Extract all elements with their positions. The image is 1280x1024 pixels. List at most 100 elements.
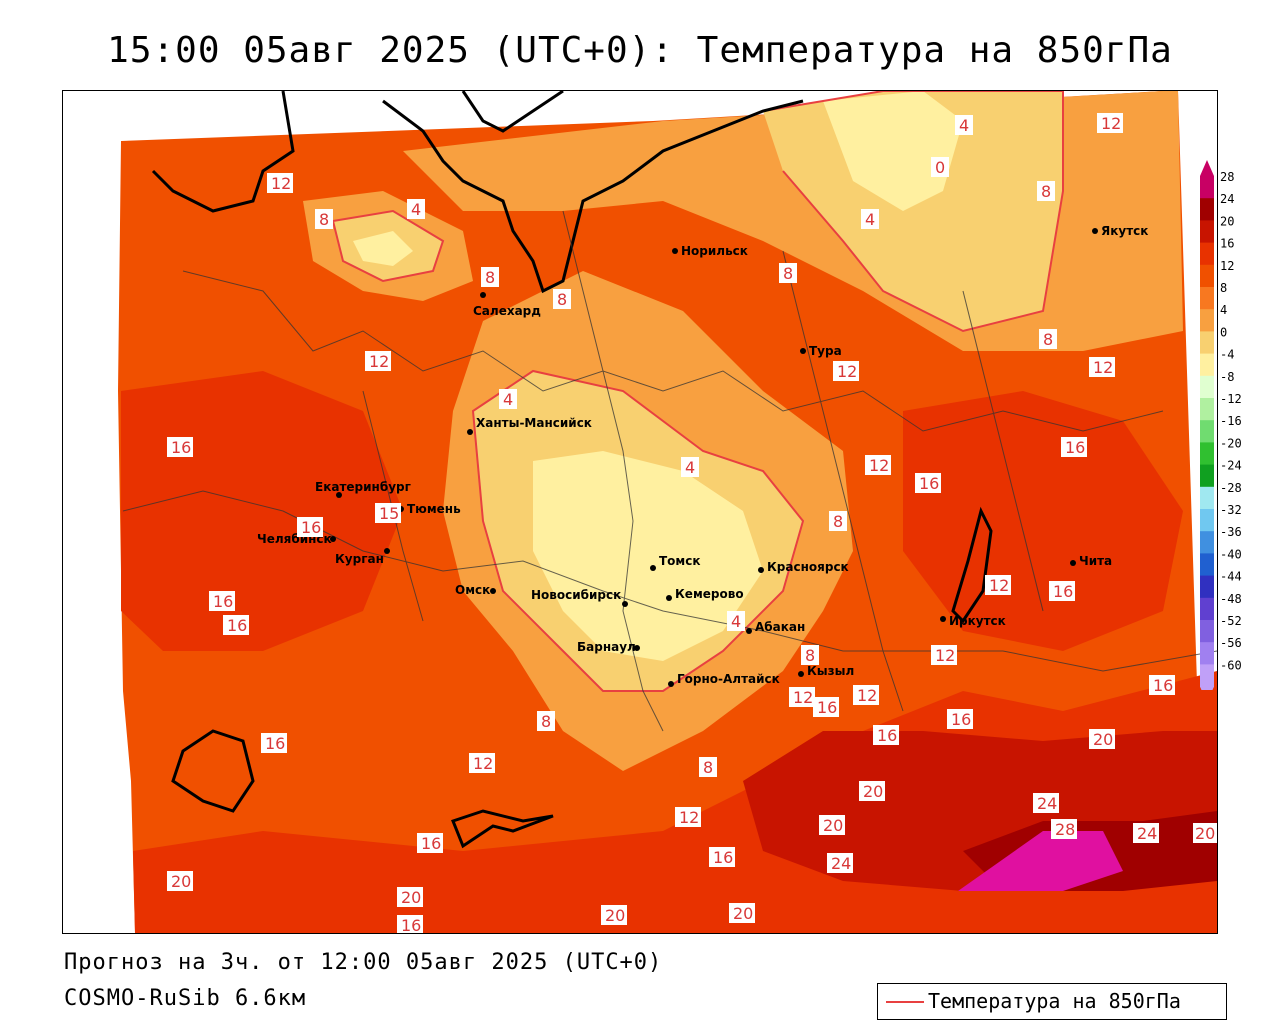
colorbar-swatch [1200,509,1214,532]
colorbar-tick-label: -52 [1220,614,1242,628]
label-bg [861,209,879,229]
colorbar-tick-label: -44 [1220,570,1242,584]
contour-label: 16 [951,710,971,729]
colorbar-tick-label: 12 [1220,259,1234,273]
contour-label: 15 [379,504,399,523]
colorbar-tick-label: -40 [1220,547,1242,561]
contour-label: 16 [877,726,897,745]
colorbar-swatch [1200,220,1214,244]
colorbar-swatch [1200,176,1214,199]
colorbar-tick-label: 24 [1220,192,1234,206]
contour-label: 4 [865,210,875,229]
contour-label: 4 [959,116,969,135]
colorbar-swatch [1200,464,1214,488]
contour-label: 16 [713,848,733,867]
city-tura: Тура [809,344,842,358]
contour-label: 4 [503,390,513,409]
colorbar-swatch [1200,664,1214,688]
colorbar-tick-label: 4 [1220,303,1227,317]
colorbar-swatch [1200,575,1214,599]
contour-label: 16 [1065,438,1085,457]
colorbar-tick-label: -36 [1220,525,1242,539]
model-name: COSMO-RuSib 6.6км [64,986,307,1011]
label-bg [553,289,571,309]
contour-label: 8 [1043,330,1053,349]
temperature-map: Норильск Якутск Салехард Тура Ханты-Манс… [118,91,1217,933]
city-omsk: Омск [455,583,490,597]
colorbar-tick-label: 0 [1220,325,1227,339]
label-bg [699,757,717,777]
contour-label: 0 [935,158,945,177]
label-bg [1051,819,1077,839]
colorbar-arrow-bottom [1200,686,1214,690]
colorbar-swatch [1200,642,1214,665]
colorbar-swatch [1200,531,1214,554]
label-bg [469,753,495,773]
city-marker [634,645,640,651]
city-marker [758,567,764,573]
label-bg [499,389,517,409]
contour-label: 12 [1093,358,1113,377]
legend-line-swatch [886,1001,924,1003]
contour-label: 28 [1055,820,1075,839]
colorbar-tick-label: -32 [1220,503,1242,517]
contour-label: 20 [733,904,753,923]
contour-label: 20 [401,888,421,907]
colorbar-swatch [1200,442,1214,466]
colorbar-swatch [1200,331,1214,355]
contour-lines [331,91,1064,692]
cities: Норильск Якутск Салехард Тура Ханты-Манс… [257,224,1148,687]
contour-label: 16 [265,734,285,753]
label-bg [1133,823,1159,843]
west-band-16 [121,371,403,651]
city-marker [384,548,390,554]
label-bg [801,645,819,665]
label-bg [1061,437,1087,457]
label-bg [829,511,847,531]
label-bg [859,781,885,801]
colorbar-swatch [1200,420,1214,443]
label-bg [1149,675,1175,695]
map-panel[interactable]: Норильск Якутск Салехард Тура Ханты-Манс… [62,90,1218,934]
contour-label: 12 [857,686,877,705]
city-marker [1092,228,1098,234]
contour-label: 16 [1153,676,1173,695]
label-bg [955,115,973,135]
contour-label: 12 [679,808,699,827]
label-bg [681,457,699,477]
contour-label: 8 [1041,182,1051,201]
contour-label: 8 [805,646,815,665]
label-bg [931,157,949,177]
label-bg [1089,357,1115,377]
coastlines [151,91,993,849]
contour-label: 24 [831,854,851,873]
city-marker [330,536,336,542]
east-band-16 [903,391,1183,651]
contour-label: 4 [685,458,695,477]
label-bg [537,711,555,731]
contour-label: 8 [557,290,567,309]
label-bg [223,615,249,635]
contour-label: 16 [817,698,837,717]
colorbar-tick-label: 28 [1220,170,1234,184]
colorbar-swatch [1200,264,1214,288]
colorbar-tick-label: -60 [1220,658,1242,672]
label-bg [729,903,755,923]
colorbar-tick-label: -8 [1220,370,1234,384]
city-marker [622,601,628,607]
contour-label: 20 [1195,824,1215,843]
north-core-0 [823,91,963,211]
contour-label: 12 [271,174,291,193]
contour-labels: 12 8 4 8 8 8 4 0 4 8 12 8 12 12 16 4 4 1… [167,113,1217,933]
label-bg [779,263,797,283]
label-bg [709,847,735,867]
city-marker [490,588,496,594]
colorbar-swatch [1200,486,1214,510]
city-yakutsk: Якутск [1101,224,1148,238]
central-core-0 [533,451,763,661]
contour-label: 20 [863,782,883,801]
label-bg [915,473,941,493]
nw-spot-0 [353,231,413,266]
contour-label: 20 [605,906,625,925]
contour-label: 24 [1037,794,1057,813]
